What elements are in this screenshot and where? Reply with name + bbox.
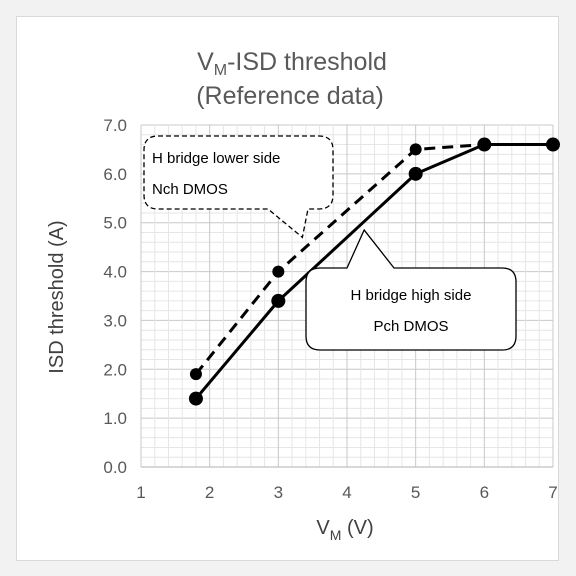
annotation-layer: H bridge lower side Nch DMOS H bridge high…	[143, 135, 517, 351]
annotation-callout-box	[143, 135, 334, 239]
chart-title: VM-ISD threshold	[197, 48, 387, 79]
y-tick-label: 3.0	[103, 311, 127, 330]
annotation-text: Nch DMOS	[152, 181, 228, 198]
data-point-dashed	[189, 368, 202, 381]
data-point-solid	[188, 391, 203, 406]
y-tick-label: 6.0	[103, 165, 127, 184]
y-axis-label: ISD threshold (A)	[46, 220, 68, 373]
annotation-text: H bridge high side	[351, 287, 472, 304]
y-tick-label: 7.0	[103, 116, 127, 135]
x-tick-label: 6	[480, 483, 489, 502]
data-point-dashed	[478, 138, 491, 151]
data-point-dashed	[547, 138, 559, 151]
y-tick-label: 4.0	[103, 263, 127, 282]
x-axis-label: VM (V)	[316, 517, 373, 543]
x-tick-label: 7	[548, 483, 557, 502]
y-tick-label: 1.0	[103, 409, 127, 428]
x-tick-label: 4	[342, 483, 351, 502]
x-tick-label: 1	[136, 483, 145, 502]
y-tick-label: 2.0	[103, 360, 127, 379]
annotation-text: H bridge lower side	[152, 150, 280, 167]
data-point-solid	[408, 166, 423, 181]
x-tick-label: 3	[274, 483, 283, 502]
y-tick-label: 5.0	[103, 214, 127, 233]
data-point-solid	[271, 293, 286, 308]
x-tick-labels: 1 2 3 4 5 6 7	[136, 483, 557, 502]
data-point-dashed	[272, 265, 285, 278]
annotation-callout-box	[305, 228, 517, 351]
y-tick-label: 0.0	[103, 458, 127, 477]
y-tick-labels: 0.0 1.0 2.0 3.0 4.0 5.0 6.0 7.0	[103, 116, 127, 477]
annotation-text: Pch DMOS	[373, 318, 448, 335]
series-layer	[188, 137, 560, 406]
chart-subtitle: (Reference data)	[196, 82, 384, 110]
x-tick-label: 2	[205, 483, 214, 502]
x-tick-label: 5	[411, 483, 420, 502]
data-point-dashed	[409, 143, 422, 156]
